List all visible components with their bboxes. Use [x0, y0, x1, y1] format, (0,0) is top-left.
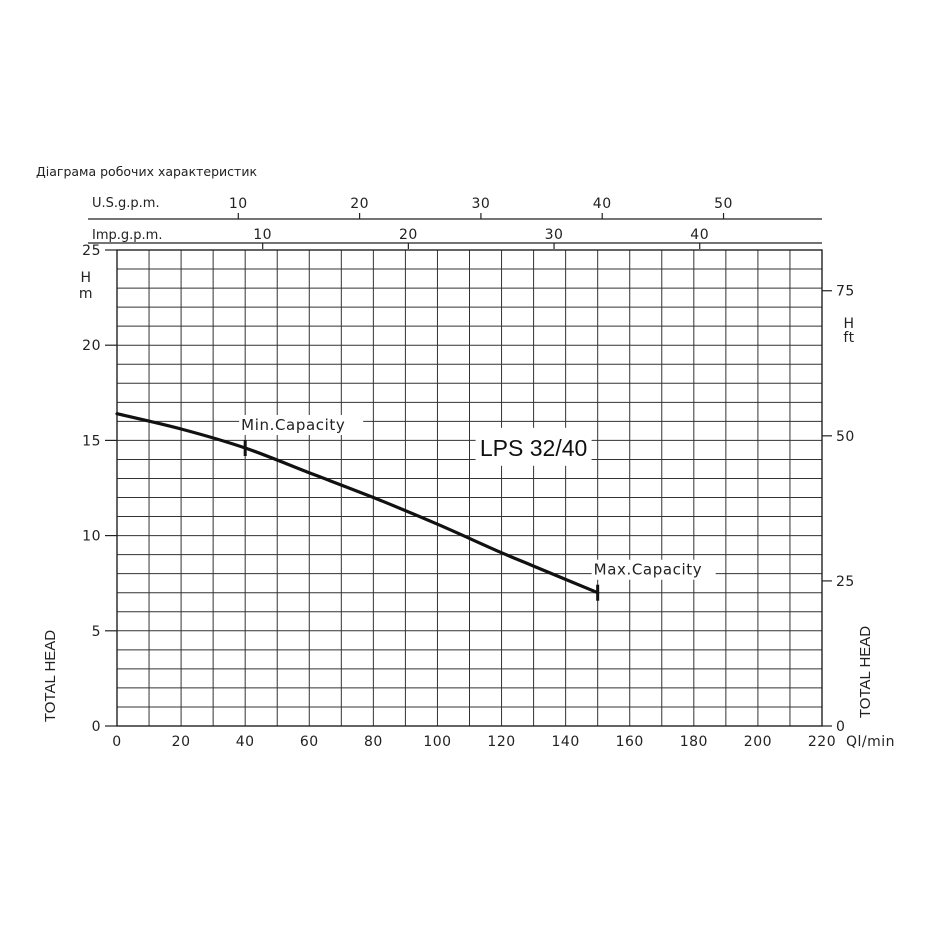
chart-caption: Діаграма робочих характеристик [36, 164, 258, 179]
y-tick-label: 0 [92, 719, 101, 735]
plot-frame [116, 249, 823, 727]
y-right-tick-label: 50 [836, 429, 855, 445]
usgpm-label: U.S.g.p.m. [92, 196, 160, 211]
grid [117, 250, 822, 726]
x-tick-label: 200 [744, 734, 772, 750]
y-unit-right-h: H [843, 316, 854, 332]
y-unit-left-h: H [80, 270, 91, 286]
annotations: LPS 32/40 Min.Capacity Max.Capacity [239, 415, 716, 601]
top-flow-scales: U.S.g.p.m. 10 20 30 40 50 Imp.g.p.m. 10 20 30 40 [88, 196, 822, 249]
x-unit-label: Ql/min [846, 734, 895, 750]
x-tick-label: 40 [236, 734, 255, 750]
performance-curve-layer [115, 412, 600, 595]
max-capacity-label: Max.Capacity [594, 561, 703, 579]
y-right-tick-label: 0 [836, 719, 845, 735]
y-tick-label: 20 [82, 338, 101, 354]
y-unit-left-m: m [79, 286, 93, 302]
axes [105, 249, 832, 727]
x-tick-label: 20 [172, 734, 191, 750]
y-tick-label: 15 [82, 433, 101, 449]
y-unit-right-ft: ft [843, 330, 854, 346]
x-tick-label: 180 [680, 734, 708, 750]
performance-curve [115, 412, 600, 595]
x-tick-label: 80 [364, 734, 383, 750]
x-tick-label: 160 [616, 734, 644, 750]
y-axis-label-left: TOTAL HEAD [42, 630, 59, 722]
usgpm-tick-label: 40 [593, 196, 612, 212]
usgpm-tick-label: 10 [229, 196, 248, 212]
y-axis-label-right: TOTAL HEAD [857, 626, 874, 718]
model-label-background [475, 427, 592, 466]
x-tick-label: 60 [300, 734, 319, 750]
x-tick-label: 120 [487, 734, 515, 750]
annotation-background [591, 559, 716, 580]
impgpm-tick-label: 10 [253, 227, 272, 243]
y-tick-label: 5 [92, 624, 101, 640]
usgpm-tick-label: 50 [714, 196, 733, 212]
min-capacity-label: Min.Capacity [241, 416, 345, 434]
annotation-background [239, 415, 364, 436]
y-tick-label: 25 [82, 243, 101, 259]
impgpm-tick-label: 20 [399, 227, 418, 243]
x-tick-label: 0 [112, 734, 121, 750]
axis-labels: 0 20 40 60 80 100 120 140 160 180 200 220 Ql/min0510… [42, 243, 895, 750]
usgpm-tick-label: 30 [472, 196, 491, 212]
x-tick-label: 140 [552, 734, 580, 750]
y-right-tick-label: 25 [836, 574, 855, 590]
y-right-tick-label: 75 [836, 284, 855, 300]
impgpm-tick-label: 30 [545, 227, 564, 243]
y-tick-label: 10 [82, 529, 101, 545]
x-tick-label: 100 [423, 734, 451, 750]
usgpm-tick-label: 20 [350, 196, 369, 212]
impgpm-label: Imp.g.p.m. [92, 228, 162, 243]
impgpm-tick-label: 40 [690, 227, 709, 243]
x-tick-label: 220 [808, 734, 836, 750]
model-label: LPS 32/40 [480, 435, 587, 461]
